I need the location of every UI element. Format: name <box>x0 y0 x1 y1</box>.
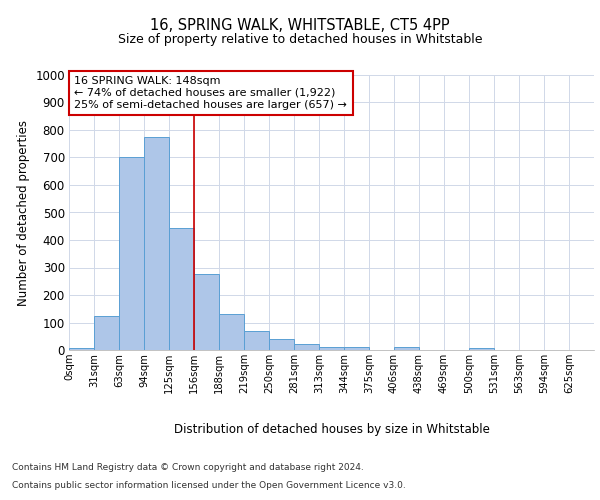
Bar <box>269 339 294 350</box>
Bar <box>244 331 269 350</box>
Bar <box>294 344 319 350</box>
Bar <box>319 346 344 350</box>
Bar <box>94 316 119 350</box>
Bar <box>344 346 369 350</box>
Y-axis label: Number of detached properties: Number of detached properties <box>17 120 29 306</box>
Bar <box>194 274 219 350</box>
Text: Distribution of detached houses by size in Whitstable: Distribution of detached houses by size … <box>174 422 490 436</box>
Bar <box>394 347 419 350</box>
Text: 16, SPRING WALK, WHITSTABLE, CT5 4PP: 16, SPRING WALK, WHITSTABLE, CT5 4PP <box>150 18 450 32</box>
Text: 16 SPRING WALK: 148sqm
← 74% of detached houses are smaller (1,922)
25% of semi-: 16 SPRING WALK: 148sqm ← 74% of detached… <box>74 76 347 110</box>
Text: Contains public sector information licensed under the Open Government Licence v3: Contains public sector information licen… <box>12 481 406 490</box>
Bar <box>469 348 494 350</box>
Bar <box>144 137 169 350</box>
Text: Size of property relative to detached houses in Whitstable: Size of property relative to detached ho… <box>118 32 482 46</box>
Bar <box>219 314 244 350</box>
Bar <box>169 228 194 350</box>
Text: Contains HM Land Registry data © Crown copyright and database right 2024.: Contains HM Land Registry data © Crown c… <box>12 462 364 471</box>
Bar <box>119 158 144 350</box>
Bar <box>69 348 94 350</box>
